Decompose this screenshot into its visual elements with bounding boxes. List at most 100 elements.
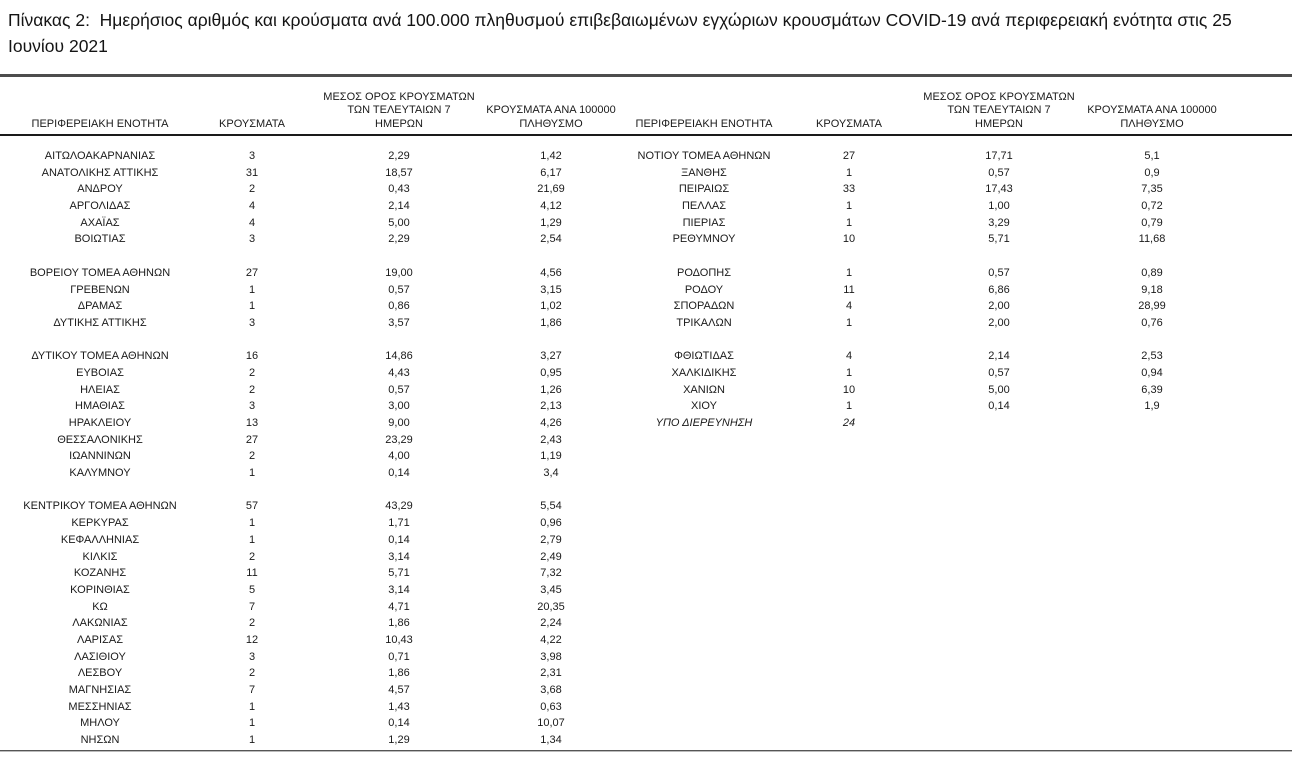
- table-row: ΒΟΡΕΙΟΥ ΤΟΜΕΑ ΑΘΗΝΩΝ 27 19,00 4,56: [14, 265, 622, 282]
- table-row: ΠΕΛΛΑΣ 1 1,00 0,72: [630, 198, 1226, 215]
- table-row: ΝΟΤΙΟΥ ΤΟΜΕΑ ΑΘΗΝΩΝ 27 17,71 5,1: [630, 148, 1226, 165]
- cases-value: 3: [248, 650, 256, 663]
- cases-value: 27: [842, 150, 856, 162]
- avg7-value: 0,14: [388, 533, 410, 546]
- header-per100k-line1: ΚΡΟΥΣΜΑΤΑ ΑΝΑ 100000: [486, 104, 616, 116]
- per100k-value: 1,26: [540, 383, 562, 396]
- region-name: ΡΕΘΥΜΝΟΥ: [672, 233, 736, 246]
- avg7-value: 4,43: [388, 366, 410, 379]
- table-row: ΔΥΤΙΚΟΥ ΤΟΜΕΑ ΑΘΗΝΩΝ 16 14,86 3,27: [14, 348, 622, 365]
- table-row: ΛΑΡΙΣΑΣ 12 10,43 4,22: [14, 632, 622, 649]
- cases-value: 27: [245, 266, 259, 279]
- header-per100k: ΚΡΟΥΣΜΑΤΑ ΑΝΑ 100000 ΠΛΗΘΥΣΜΟ: [480, 104, 622, 134]
- region-name: ΔΥΤΙΚΟΥ ΤΟΜΕΑ ΑΘΗΝΩΝ: [31, 350, 169, 363]
- table-row: ΧΑΛΚΙΔΙΚΗΣ 1 0,57 0,94: [630, 365, 1226, 382]
- region-name: ΦΘΙΩΤΙΔΑΣ: [674, 350, 734, 363]
- table-row: ΛΕΣΒΟΥ 2 1,86 2,31: [14, 665, 622, 682]
- cases-value: 1: [845, 266, 853, 279]
- cases-value: 1: [845, 400, 853, 413]
- region-name: ΝΟΤΙΟΥ ΤΟΜΕΑ ΑΘΗΝΩΝ: [637, 150, 771, 162]
- region-name: ΚΙΛΚΙΣ: [82, 550, 118, 563]
- per100k-value: 11,68: [1138, 233, 1166, 246]
- region-name: ΑΝΔΡΟΥ: [77, 183, 123, 196]
- table-row: ΚΕΡΚΥΡΑΣ 1 1,71 0,96: [14, 515, 622, 532]
- avg7-value: 0,14: [388, 717, 410, 730]
- table-row: ΚΕΦΑΛΛΗΝΙΑΣ 1 0,14 2,79: [14, 532, 622, 549]
- table-row: ΛΑΚΩΝΙΑΣ 2 1,86 2,24: [14, 615, 622, 632]
- table-row: ΑΙΤΩΛΟΑΚΑΡΝΑΝΙΑΣ 3 2,29 1,42: [14, 148, 622, 165]
- avg7-value: 19,00: [385, 266, 413, 279]
- per100k-value: 21,69: [537, 183, 565, 196]
- per100k-value: 6,39: [1141, 383, 1163, 396]
- right-table-body: ΝΟΤΙΟΥ ΤΟΜΕΑ ΑΘΗΝΩΝ 27 17,71 5,1 ΞΑΝΘΗΣ …: [630, 148, 1226, 432]
- avg7-value: 0,57: [988, 166, 1010, 179]
- table-row: ΚΙΛΚΙΣ 2 3,14 2,49: [14, 549, 622, 566]
- cases-value: 57: [245, 500, 259, 513]
- per100k-value: 0,96: [540, 517, 562, 530]
- cases-value: 11: [843, 283, 855, 296]
- header-avg7-line2: ΤΩΝ ΤΕΛΕΥΤΑΙΩΝ 7: [947, 104, 1051, 116]
- cases-value: 3: [248, 316, 256, 329]
- avg7-value: 0,57: [988, 266, 1010, 279]
- table-row: ΚΕΝΤΡΙΚΟΥ ΤΟΜΕΑ ΑΘΗΝΩΝ 57 43,29 5,54: [14, 498, 622, 515]
- header-region: ΠΕΡΙΦΕΡΕΙΑΚΗ ΕΝΟΤΗΤΑ: [635, 117, 773, 130]
- avg7-value: 2,14: [988, 350, 1010, 363]
- per100k-value: 0,89: [1141, 266, 1163, 279]
- region-name: ΔΡΑΜΑΣ: [77, 300, 123, 313]
- avg7-value: 1,00: [988, 200, 1010, 213]
- avg7-value: 1,29: [388, 734, 410, 747]
- group-spacer: [14, 332, 622, 349]
- cases-value: 1: [248, 283, 256, 296]
- avg7-value: 5,00: [988, 383, 1010, 396]
- cases-value: 13: [245, 417, 259, 429]
- table-bottom-rule: [0, 749, 1292, 752]
- avg7-value: 5,00: [388, 216, 410, 229]
- region-name: ΧΑΛΚΙΔΙΚΗΣ: [671, 366, 737, 379]
- per100k-value: 0,95: [540, 366, 562, 379]
- header-per100k: ΚΡΟΥΣΜΑΤΑ ΑΝΑ 100000 ΠΛΗΘΥΣΜΟ: [1078, 104, 1226, 134]
- per100k-value: 3,68: [540, 684, 562, 696]
- region-name: ΒΟΙΩΤΙΑΣ: [74, 233, 126, 246]
- per100k-value: 0,94: [1141, 366, 1163, 379]
- avg7-value: 3,57: [388, 316, 410, 329]
- right-table-header: ΠΕΡΙΦΕΡΕΙΑΚΗ ΕΝΟΤΗΤΑ ΚΡΟΥΣΜΑΤΑ ΜΕΣΟΣ ΟΡΟ…: [630, 91, 1226, 135]
- avg7-value: 6,86: [988, 283, 1010, 296]
- cases-value: 1: [248, 734, 256, 747]
- cases-value: 1: [845, 216, 853, 229]
- avg7-value: 2,00: [988, 300, 1010, 313]
- region-name: ΞΑΝΘΗΣ: [681, 166, 727, 179]
- title-divider-rule: [0, 74, 1292, 77]
- per100k-value: 2,24: [540, 617, 562, 630]
- per100k-value: 0,63: [540, 700, 562, 713]
- table-row: ΡΕΘΥΜΝΟΥ 10 5,71 11,68: [630, 231, 1226, 248]
- avg7-value: 4,71: [388, 600, 410, 613]
- per100k-value: 1,02: [540, 300, 562, 313]
- cases-value: 2: [248, 183, 256, 196]
- per100k-value: 3,45: [540, 583, 562, 596]
- per100k-value: 28,99: [1138, 300, 1166, 313]
- cases-value: 2: [248, 366, 256, 379]
- region-name: ΚΟΖΑΝΗΣ: [73, 567, 127, 580]
- region-name: ΗΡΑΚΛΕΙΟΥ: [68, 417, 132, 429]
- table-row: ΔΥΤΙΚΗΣ ΑΤΤΙΚΗΣ 3 3,57 1,86: [14, 315, 622, 332]
- per100k-value: 1,34: [540, 734, 562, 747]
- avg7-value: 43,29: [385, 500, 413, 513]
- region-name: ΘΕΣΣΑΛΟΝΙΚΗΣ: [57, 433, 143, 446]
- per100k-value: 2,13: [540, 400, 562, 413]
- cases-value: 2: [248, 383, 256, 396]
- cases-value: 1: [845, 166, 853, 179]
- avg7-value: 5,71: [988, 233, 1010, 246]
- cases-value: 1: [845, 366, 853, 379]
- avg7-value: 4,00: [388, 450, 410, 463]
- cases-value: 4: [248, 200, 256, 213]
- per100k-value: 2,31: [540, 667, 562, 680]
- table-row: ΜΗΛΟΥ 1 0,14 10,07: [14, 715, 622, 732]
- header-per100k-line1: ΚΡΟΥΣΜΑΤΑ ΑΝΑ 100000: [1087, 104, 1217, 116]
- cases-value: 2: [248, 450, 256, 463]
- table-row: ΒΟΙΩΤΙΑΣ 3 2,29 2,54: [14, 231, 622, 248]
- avg7-value: 2,14: [388, 200, 410, 213]
- header-cases: ΚΡΟΥΣΜΑΤΑ: [219, 117, 285, 130]
- cases-value: 10: [842, 233, 856, 246]
- region-name: ΧΙΟΥ: [691, 400, 717, 413]
- region-name: ΣΠΟΡΑΔΩΝ: [673, 300, 735, 313]
